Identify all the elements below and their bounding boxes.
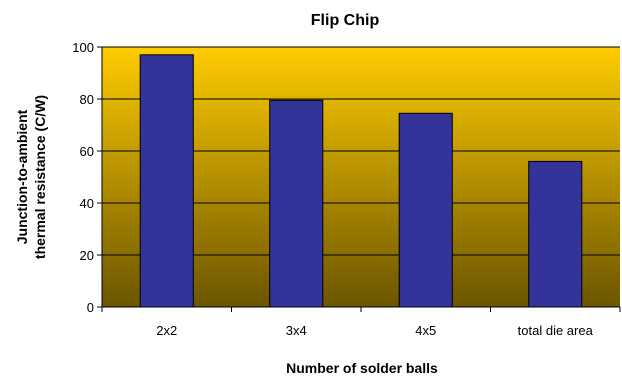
bar [139, 54, 194, 308]
y-axis-title-line-1: Junction-to-ambient [14, 109, 30, 244]
y-tick-label: 100 [72, 40, 94, 55]
x-axis-title: Number of solder balls [286, 360, 438, 376]
bar [269, 99, 324, 308]
bar [398, 112, 453, 308]
y-tick-label: 20 [80, 248, 94, 263]
y-tick-label: 40 [80, 196, 94, 211]
chart-title: Flip Chip [311, 12, 380, 29]
y-axis-title-line-2: thermal resistance (C/W) [32, 95, 48, 259]
y-tick-label: 0 [87, 300, 94, 315]
x-tick-label: total die area [518, 323, 594, 338]
x-tick-label: 3x4 [286, 323, 307, 338]
x-axis-ticks: 2x2 3x4 4x5 total die area [101, 307, 621, 338]
y-tick-label: 60 [80, 144, 94, 159]
x-tick-label: 2x2 [156, 323, 177, 338]
y-axis-ticks: 0 20 40 60 80 100 [72, 40, 102, 315]
bars [139, 54, 583, 308]
x-tick-label: 4x5 [415, 323, 436, 338]
bar [528, 160, 583, 308]
y-tick-label: 80 [80, 92, 94, 107]
y-axis-title: Junction-to-ambient thermal resistance (… [14, 95, 48, 259]
